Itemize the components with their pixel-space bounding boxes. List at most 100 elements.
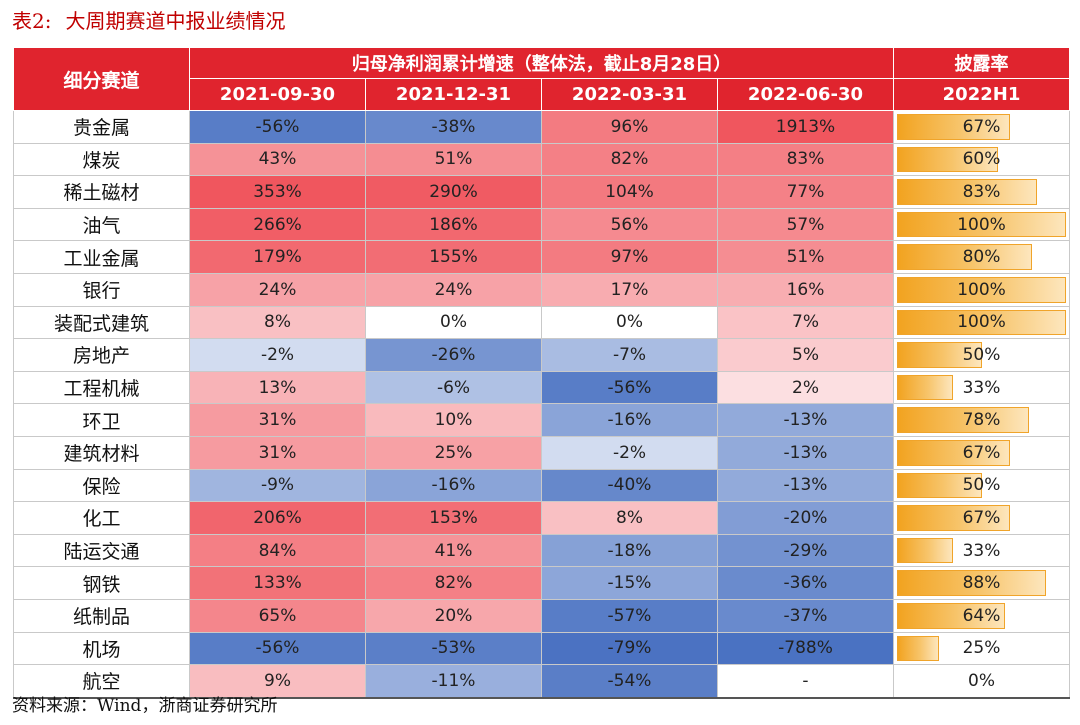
row-category: 保险	[13, 468, 190, 503]
growth-cell: 1913%	[717, 110, 894, 144]
disclosure-value: 25%	[962, 638, 1001, 659]
growth-cell: 17%	[541, 272, 718, 307]
growth-cell: 2%	[717, 370, 894, 405]
table-row: 陆运交通 84% 41% -18% -29% 33%	[13, 533, 1070, 568]
growth-cell: -	[717, 664, 894, 699]
disclosure-value: 0%	[968, 670, 995, 691]
table-number: 表2:	[12, 9, 52, 33]
row-category: 银行	[13, 272, 190, 307]
table-row: 油气 266% 186% 56% 57% 100%	[13, 207, 1070, 242]
disclosure-value: 64%	[962, 605, 1001, 626]
table-row: 保险 -9% -16% -40% -13% 50%	[13, 468, 1070, 503]
table-row: 机场 -56% -53% -79% -788% 25%	[13, 631, 1070, 666]
disclosure-bar	[897, 342, 982, 368]
disclosure-value: 67%	[962, 442, 1001, 463]
growth-cell: -9%	[189, 468, 366, 503]
disclosure-value: 50%	[962, 475, 1001, 496]
table-row: 工业金属 179% 155% 97% 51% 80%	[13, 240, 1070, 274]
table-row: 钢铁 133% 82% -15% -36% 88%	[13, 566, 1070, 600]
disclosure-bar	[897, 439, 1011, 466]
growth-cell: -40%	[541, 468, 718, 503]
disclosure-cell: 50%	[893, 468, 1070, 503]
disclosure-bar	[897, 635, 940, 662]
growth-cell: -56%	[189, 110, 366, 144]
row-category: 建筑材料	[13, 435, 190, 470]
table-row: 房地产 -2% -26% -7% 5% 50%	[13, 338, 1070, 372]
row-category: 环卫	[13, 403, 190, 437]
growth-cell: -788%	[717, 631, 894, 666]
growth-cell: 8%	[541, 501, 718, 535]
row-category: 钢铁	[13, 566, 190, 600]
growth-cell: 20%	[365, 598, 542, 633]
growth-cell: 31%	[189, 435, 366, 470]
growth-cell: -79%	[541, 631, 718, 666]
growth-cell: 25%	[365, 435, 542, 470]
row-category: 航空	[13, 664, 190, 699]
table-row: 化工 206% 153% 8% -20% 67%	[13, 501, 1070, 535]
earnings-table: 细分赛道 归母净利润累计增速（整体法，截止8月28日） 披露率 2021-09-…	[13, 47, 1070, 699]
row-category: 煤炭	[13, 142, 190, 177]
disclosure-group-header: 披露率	[893, 47, 1070, 79]
growth-cell: 82%	[365, 566, 542, 600]
growth-cell: 96%	[541, 110, 718, 144]
growth-cell: -6%	[365, 370, 542, 405]
growth-cell: -57%	[541, 598, 718, 633]
growth-cell: 155%	[365, 240, 542, 274]
disclosure-bar	[897, 602, 1006, 629]
growth-cell: 186%	[365, 207, 542, 242]
row-category: 工业金属	[13, 240, 190, 274]
disclosure-bar	[897, 407, 1029, 433]
growth-cell: 7%	[717, 305, 894, 340]
disclosure-cell: 78%	[893, 403, 1070, 437]
growth-cell: 51%	[365, 142, 542, 177]
disclosure-cell: 67%	[893, 435, 1070, 470]
period-header: 2022-03-31	[541, 78, 718, 111]
disclosure-value: 88%	[962, 573, 1001, 594]
growth-cell: -54%	[541, 664, 718, 699]
disclosure-value: 83%	[962, 181, 1001, 202]
growth-cell: 8%	[189, 305, 366, 340]
growth-cell: 24%	[189, 272, 366, 307]
disclosure-bar	[897, 374, 953, 401]
growth-cell: 153%	[365, 501, 542, 535]
disclosure-bar	[897, 114, 1011, 140]
growth-cell: -7%	[541, 338, 718, 372]
growth-cell: 9%	[189, 664, 366, 699]
growth-cell: -20%	[717, 501, 894, 535]
growth-cell: 16%	[717, 272, 894, 307]
disclosure-value: 78%	[962, 410, 1001, 431]
table-title: 大周期赛道中报业绩情况	[65, 9, 286, 33]
disclosure-cell: 0%	[893, 664, 1070, 699]
growth-cell: 353%	[189, 175, 366, 209]
disclosure-bar	[897, 570, 1046, 596]
growth-cell: 179%	[189, 240, 366, 274]
period-header: 2021-09-30	[189, 78, 366, 111]
disclosure-cell: 67%	[893, 110, 1070, 144]
disclosure-value: 80%	[962, 247, 1001, 268]
growth-cell: 266%	[189, 207, 366, 242]
table-row: 航空 9% -11% -54% - 0%	[13, 664, 1070, 699]
disclosure-value: 100%	[957, 214, 1006, 235]
disclosure-value: 100%	[957, 312, 1006, 333]
disclosure-value: 33%	[962, 540, 1001, 561]
disclosure-value: 67%	[962, 507, 1001, 528]
table-row: 装配式建筑 8% 0% 0% 7% 100%	[13, 305, 1070, 340]
disclosure-cell: 50%	[893, 338, 1070, 372]
disclosure-cell: 80%	[893, 240, 1070, 274]
growth-cell: -16%	[365, 468, 542, 503]
row-category: 陆运交通	[13, 533, 190, 568]
growth-cell: -29%	[717, 533, 894, 568]
row-category: 贵金属	[13, 110, 190, 144]
growth-cell: -56%	[541, 370, 718, 405]
growth-cell: -56%	[189, 631, 366, 666]
table-body: 贵金属 -56% -38% 96% 1913% 67% 煤炭 43% 51% 82% 83% 60% 稀…	[13, 110, 1070, 699]
table-row: 稀土磁材 353% 290% 104% 77% 83%	[13, 175, 1070, 209]
growth-cell: -16%	[541, 403, 718, 437]
growth-cell: -38%	[365, 110, 542, 144]
row-category: 稀土磁材	[13, 175, 190, 209]
period-header: 2021-12-31	[365, 78, 542, 111]
growth-cell: 83%	[717, 142, 894, 177]
growth-cell: 0%	[365, 305, 542, 340]
row-category: 油气	[13, 207, 190, 242]
growth-cell: 97%	[541, 240, 718, 274]
